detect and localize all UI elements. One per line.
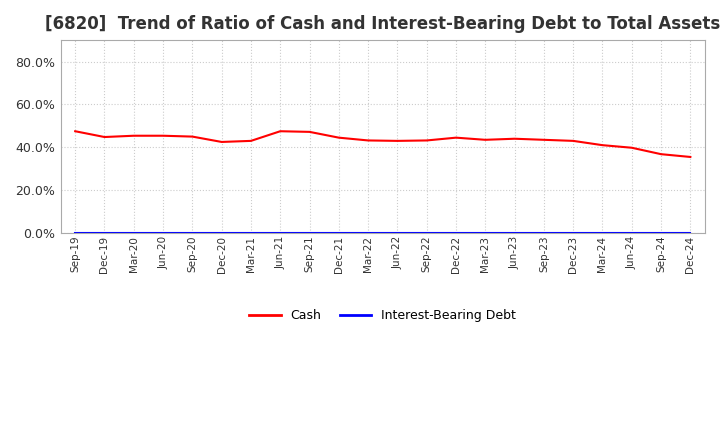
Interest-Bearing Debt: [188, 231, 197, 236]
Cash: [364, 138, 372, 143]
Interest-Bearing Debt: [510, 231, 519, 236]
Cash: [481, 137, 490, 143]
Cash: [393, 138, 402, 143]
Interest-Bearing Debt: [539, 231, 548, 236]
Interest-Bearing Debt: [100, 231, 109, 236]
Cash: [686, 154, 695, 160]
Cash: [569, 138, 577, 143]
Cash: [71, 128, 79, 134]
Title: [6820]  Trend of Ratio of Cash and Interest-Bearing Debt to Total Assets: [6820] Trend of Ratio of Cash and Intere…: [45, 15, 720, 33]
Cash: [510, 136, 519, 141]
Interest-Bearing Debt: [686, 231, 695, 236]
Interest-Bearing Debt: [451, 231, 460, 236]
Interest-Bearing Debt: [657, 231, 665, 236]
Interest-Bearing Debt: [627, 231, 636, 236]
Interest-Bearing Debt: [335, 231, 343, 236]
Interest-Bearing Debt: [159, 231, 168, 236]
Interest-Bearing Debt: [305, 231, 314, 236]
Cash: [598, 143, 607, 148]
Cash: [276, 128, 284, 134]
Legend: Cash, Interest-Bearing Debt: Cash, Interest-Bearing Debt: [244, 304, 521, 327]
Cash: [247, 138, 256, 143]
Line: Cash: Cash: [75, 131, 690, 157]
Cash: [130, 133, 138, 138]
Interest-Bearing Debt: [247, 231, 256, 236]
Cash: [100, 134, 109, 139]
Interest-Bearing Debt: [393, 231, 402, 236]
Cash: [657, 151, 665, 157]
Interest-Bearing Debt: [569, 231, 577, 236]
Interest-Bearing Debt: [364, 231, 372, 236]
Interest-Bearing Debt: [276, 231, 284, 236]
Cash: [451, 135, 460, 140]
Interest-Bearing Debt: [217, 231, 226, 236]
Cash: [627, 145, 636, 150]
Interest-Bearing Debt: [481, 231, 490, 236]
Interest-Bearing Debt: [130, 231, 138, 236]
Cash: [159, 133, 168, 138]
Cash: [188, 134, 197, 139]
Interest-Bearing Debt: [71, 231, 79, 236]
Cash: [305, 129, 314, 135]
Cash: [423, 138, 431, 143]
Cash: [539, 137, 548, 143]
Cash: [335, 135, 343, 140]
Interest-Bearing Debt: [598, 231, 607, 236]
Cash: [217, 139, 226, 145]
Interest-Bearing Debt: [423, 231, 431, 236]
